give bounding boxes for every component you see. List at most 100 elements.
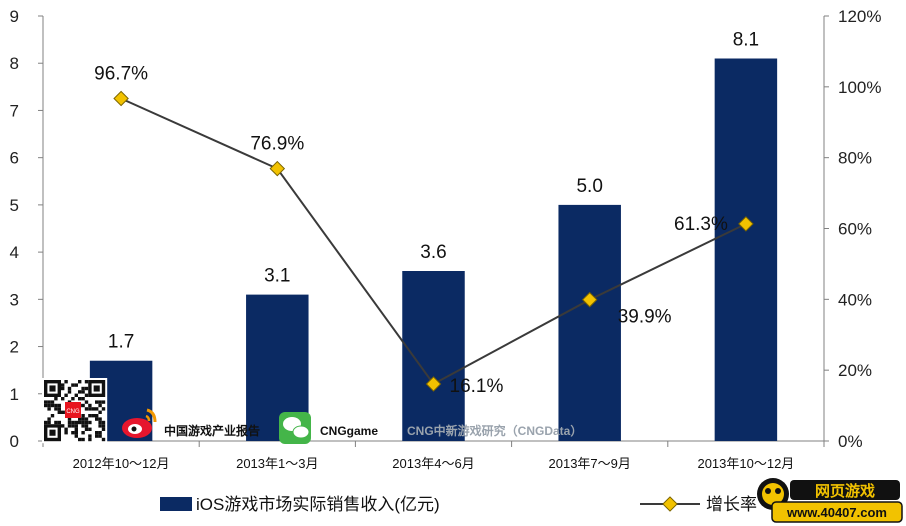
y-left-tick-label: 2 [10, 338, 19, 357]
qr-module [81, 386, 85, 391]
qr-module [101, 437, 106, 442]
weibo-label: 中国游戏产业报告 [164, 423, 260, 438]
qr-module [84, 417, 89, 421]
qr-module [64, 393, 68, 397]
qr-module [64, 427, 68, 431]
qr-module [74, 427, 78, 431]
qr-code-icon [42, 378, 108, 444]
bar [402, 271, 465, 441]
legend-line-marker [662, 496, 678, 512]
y-right-tick-label: 40% [838, 290, 872, 309]
qr-module [54, 420, 58, 425]
qr-module [61, 383, 65, 387]
y-right-tick-label: 120% [838, 7, 881, 26]
qr-module [91, 407, 95, 411]
qr-module [98, 434, 102, 438]
qr-module [95, 414, 99, 418]
bar-value-label: 3.1 [264, 266, 290, 287]
qr-module [67, 424, 72, 428]
qr-module [74, 424, 78, 428]
qr-module [64, 431, 68, 435]
qr-module [74, 434, 78, 438]
qr-module [101, 420, 106, 425]
org-label: CNG中新游戏研究（CNGData） [407, 423, 582, 438]
y-left-tick-label: 8 [10, 54, 19, 73]
y-right-tick-label: 100% [838, 78, 881, 97]
legend: iOS游戏市场实际销售收入(亿元) 增长率 [160, 495, 757, 514]
qr-module [101, 427, 106, 431]
growth-value-label: 96.7% [94, 64, 148, 85]
bar [558, 204, 621, 441]
growth-point [113, 90, 129, 107]
qr-module [54, 407, 58, 411]
qr-module [98, 424, 102, 428]
qr-module [47, 417, 51, 421]
legend-bar-swatch [160, 497, 192, 511]
qr-module [101, 407, 106, 411]
qr-module [84, 407, 89, 411]
qr-module [78, 420, 82, 425]
qr-module [98, 403, 102, 408]
logo-url-text: www.40407.com [786, 505, 887, 520]
qr-module [88, 420, 92, 425]
qr-module [74, 420, 78, 425]
qr-module [78, 380, 82, 384]
qr-module [81, 390, 85, 394]
y-right-tick-label: 0% [838, 432, 863, 451]
qr-module [78, 397, 82, 401]
qr-finder-core [49, 385, 56, 392]
qr-module [84, 386, 89, 391]
x-tick-label: 2013年4～6月 [392, 456, 474, 471]
qr-module [57, 420, 61, 425]
qr-module [81, 417, 85, 421]
y-left-tick-label: 3 [10, 290, 19, 309]
cng-badge-text: CNG [66, 409, 80, 415]
qr-module [64, 380, 68, 384]
qr-module [71, 431, 75, 435]
x-tick-label: 2012年10～12月 [73, 456, 170, 471]
wechat-label: CNGgame [320, 424, 378, 438]
growth-point [738, 216, 754, 232]
qr-module [67, 386, 72, 391]
qr-module [88, 427, 92, 431]
site-logo: 网页游戏 www.40407.com [757, 478, 903, 523]
y-right-tick-label: 20% [838, 361, 872, 380]
qr-module [81, 420, 85, 425]
qr-module [81, 437, 85, 442]
qr-module [47, 400, 51, 404]
qr-module [84, 424, 89, 428]
y-left-tick-label: 1 [10, 385, 19, 404]
qr-module [78, 390, 82, 394]
qr-module [71, 420, 75, 425]
qr-module [88, 414, 92, 418]
qr-module [54, 397, 58, 401]
qr-module [84, 380, 89, 384]
qr-module [88, 437, 92, 442]
growth-point [269, 160, 286, 177]
qr-module [44, 403, 48, 408]
qr-module [57, 403, 61, 408]
qr-module [84, 420, 89, 425]
qr-module [84, 427, 89, 431]
qr-module [95, 431, 99, 435]
qr-module [67, 417, 72, 421]
qr-module [74, 393, 78, 397]
qr-module [88, 403, 92, 408]
growth-point [581, 291, 598, 308]
qr-module [44, 400, 48, 404]
logo-cn-text: 网页游戏 [815, 482, 875, 500]
x-tick-label: 2013年7～9月 [549, 456, 631, 471]
qr-module [84, 400, 89, 404]
qr-module [71, 424, 75, 428]
y-right-tick-label: 60% [838, 220, 872, 239]
qr-module [95, 417, 99, 421]
bar-value-label: 3.6 [420, 242, 446, 263]
legend-line-label: 增长率 [706, 495, 757, 514]
qr-module [71, 383, 75, 387]
data-labels: 1.7 3.1 3.6 5.0 8.1 96.7% 76.9% 16.1% 39.9% 61.3% [94, 30, 759, 397]
qr-module [78, 417, 82, 421]
qr-module [47, 420, 51, 425]
axes: 0 1 2 3 4 5 6 7 8 9 0% 20% 40% 60% 80% 100% 120% 2012年10～… [10, 7, 882, 471]
y-left-tick-label: 5 [10, 196, 19, 215]
